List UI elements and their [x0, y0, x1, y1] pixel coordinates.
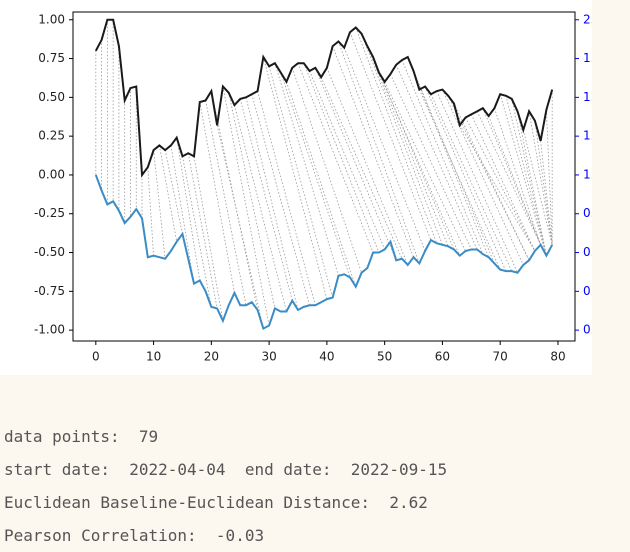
alignment-line	[251, 94, 310, 306]
alignment-line	[268, 66, 334, 298]
alignment-line	[343, 47, 426, 252]
series-line	[94, 174, 554, 331]
alignment-line	[286, 81, 357, 287]
alignment-line	[418, 89, 501, 270]
x-tick-label: 30	[261, 350, 276, 364]
alignment-line	[401, 59, 484, 255]
alignment-line	[262, 56, 328, 300]
chart: -1.00 -0.75 -0.50 -0.25 0.00 0.25 0.50 0.75 1.00…	[0, 0, 592, 375]
x-tick-label: 10	[146, 350, 161, 364]
alignment-line	[170, 145, 195, 284]
x-tick-label: 80	[550, 350, 565, 364]
y-tick-label: -0.50	[34, 245, 65, 259]
alignment-line	[291, 67, 362, 273]
alignment-line	[453, 103, 530, 261]
alignment-line	[361, 33, 443, 245]
alignment-line	[274, 63, 339, 276]
alignment-line	[522, 129, 553, 245]
alignment-line	[436, 90, 518, 273]
y2-tick-label: 2.00	[583, 12, 592, 26]
y-tick-label: 0.00	[38, 167, 65, 181]
y2-tick-label: 0.50	[583, 245, 592, 259]
alignment-line	[239, 98, 293, 301]
alignment-line	[540, 140, 553, 245]
y2-tick-label: 0.25	[583, 284, 592, 298]
alignment-line	[476, 111, 541, 245]
alignment-line	[199, 101, 235, 293]
y2-tick-label: 0.00	[583, 323, 592, 337]
y-tick-label: 0.25	[38, 129, 65, 143]
alignment-line	[245, 97, 299, 311]
alignment-line	[355, 27, 438, 244]
alignment-line	[546, 109, 553, 245]
alignment-line	[372, 56, 455, 250]
alignment-line	[193, 156, 224, 321]
alignment-line	[517, 111, 547, 256]
alignment-line	[447, 95, 530, 261]
alignment-line	[528, 111, 553, 245]
x-tick-label: 20	[204, 350, 219, 364]
alignment-line	[534, 120, 553, 245]
output-line: Pearson Correlation: -0.03	[4, 526, 265, 545]
alignment-line	[390, 73, 472, 250]
alignment-line	[430, 94, 513, 272]
y2-tick-label: 1.25	[583, 129, 592, 143]
alignment-line	[164, 150, 183, 235]
alignment-line	[205, 100, 247, 306]
y-tick-label: -0.25	[34, 206, 65, 220]
x-tick-label: 70	[493, 350, 508, 364]
alignment-line	[407, 56, 490, 258]
alignment-line	[459, 125, 536, 252]
alignment-line	[158, 145, 178, 242]
alignment-line	[465, 117, 536, 252]
alignment-line	[395, 64, 478, 250]
x-tick-label: 50	[377, 350, 392, 364]
y-tick-label: -1.00	[34, 323, 65, 337]
alignment-line	[314, 67, 397, 261]
alignment-line	[216, 125, 264, 329]
output-line: start date: 2022-04-04 end date: 2022-09…	[4, 460, 448, 479]
alignment-line	[488, 115, 541, 245]
output: data points: 79 start date: 2022-04-04 e…	[4, 420, 630, 552]
alignment-line	[234, 105, 287, 312]
alignment-line	[511, 98, 547, 256]
alignment-line	[222, 86, 270, 326]
y2-tick-label: 1.75	[583, 51, 592, 65]
y-tick-label: 0.75	[38, 51, 65, 65]
alignment-line	[147, 167, 154, 256]
alignment-line	[482, 108, 541, 245]
alignment-line	[280, 72, 351, 278]
plot-frame	[72, 11, 576, 342]
alignment-line	[182, 156, 212, 307]
y-tick-label: -0.75	[34, 284, 65, 298]
alignment-line	[332, 45, 414, 258]
alignment-line	[309, 70, 386, 250]
alignment-line	[338, 41, 420, 264]
x-tick-label: 40	[319, 350, 334, 364]
alignment-line	[470, 114, 536, 252]
x-tick-label: 60	[435, 350, 450, 364]
alignment-line	[153, 150, 166, 259]
series-line	[94, 18, 554, 178]
y2-tick-label: 1.50	[583, 90, 592, 104]
alignment-line	[349, 32, 432, 241]
y-tick-label: 0.50	[38, 90, 65, 104]
alignment-line	[210, 91, 258, 311]
alignment-line	[494, 108, 542, 245]
y2-tick-label: 1.00	[583, 167, 592, 181]
alignment-line	[326, 67, 409, 266]
alignment-line	[303, 63, 380, 253]
x-tick-label: 0	[92, 350, 100, 364]
alignment-line	[297, 63, 374, 253]
output-line: Euclidean Baseline-Euclidean Distance: 2…	[4, 493, 428, 512]
alignment-line	[320, 77, 403, 259]
alignment-line	[505, 95, 547, 256]
y-tick-label: 1.00	[38, 12, 65, 26]
y2-tick-label: 0.75	[583, 206, 592, 220]
alignment-line	[366, 45, 449, 247]
alignment-line	[424, 86, 507, 272]
output-line: data points: 79	[4, 427, 159, 446]
alignment-line	[442, 89, 524, 266]
